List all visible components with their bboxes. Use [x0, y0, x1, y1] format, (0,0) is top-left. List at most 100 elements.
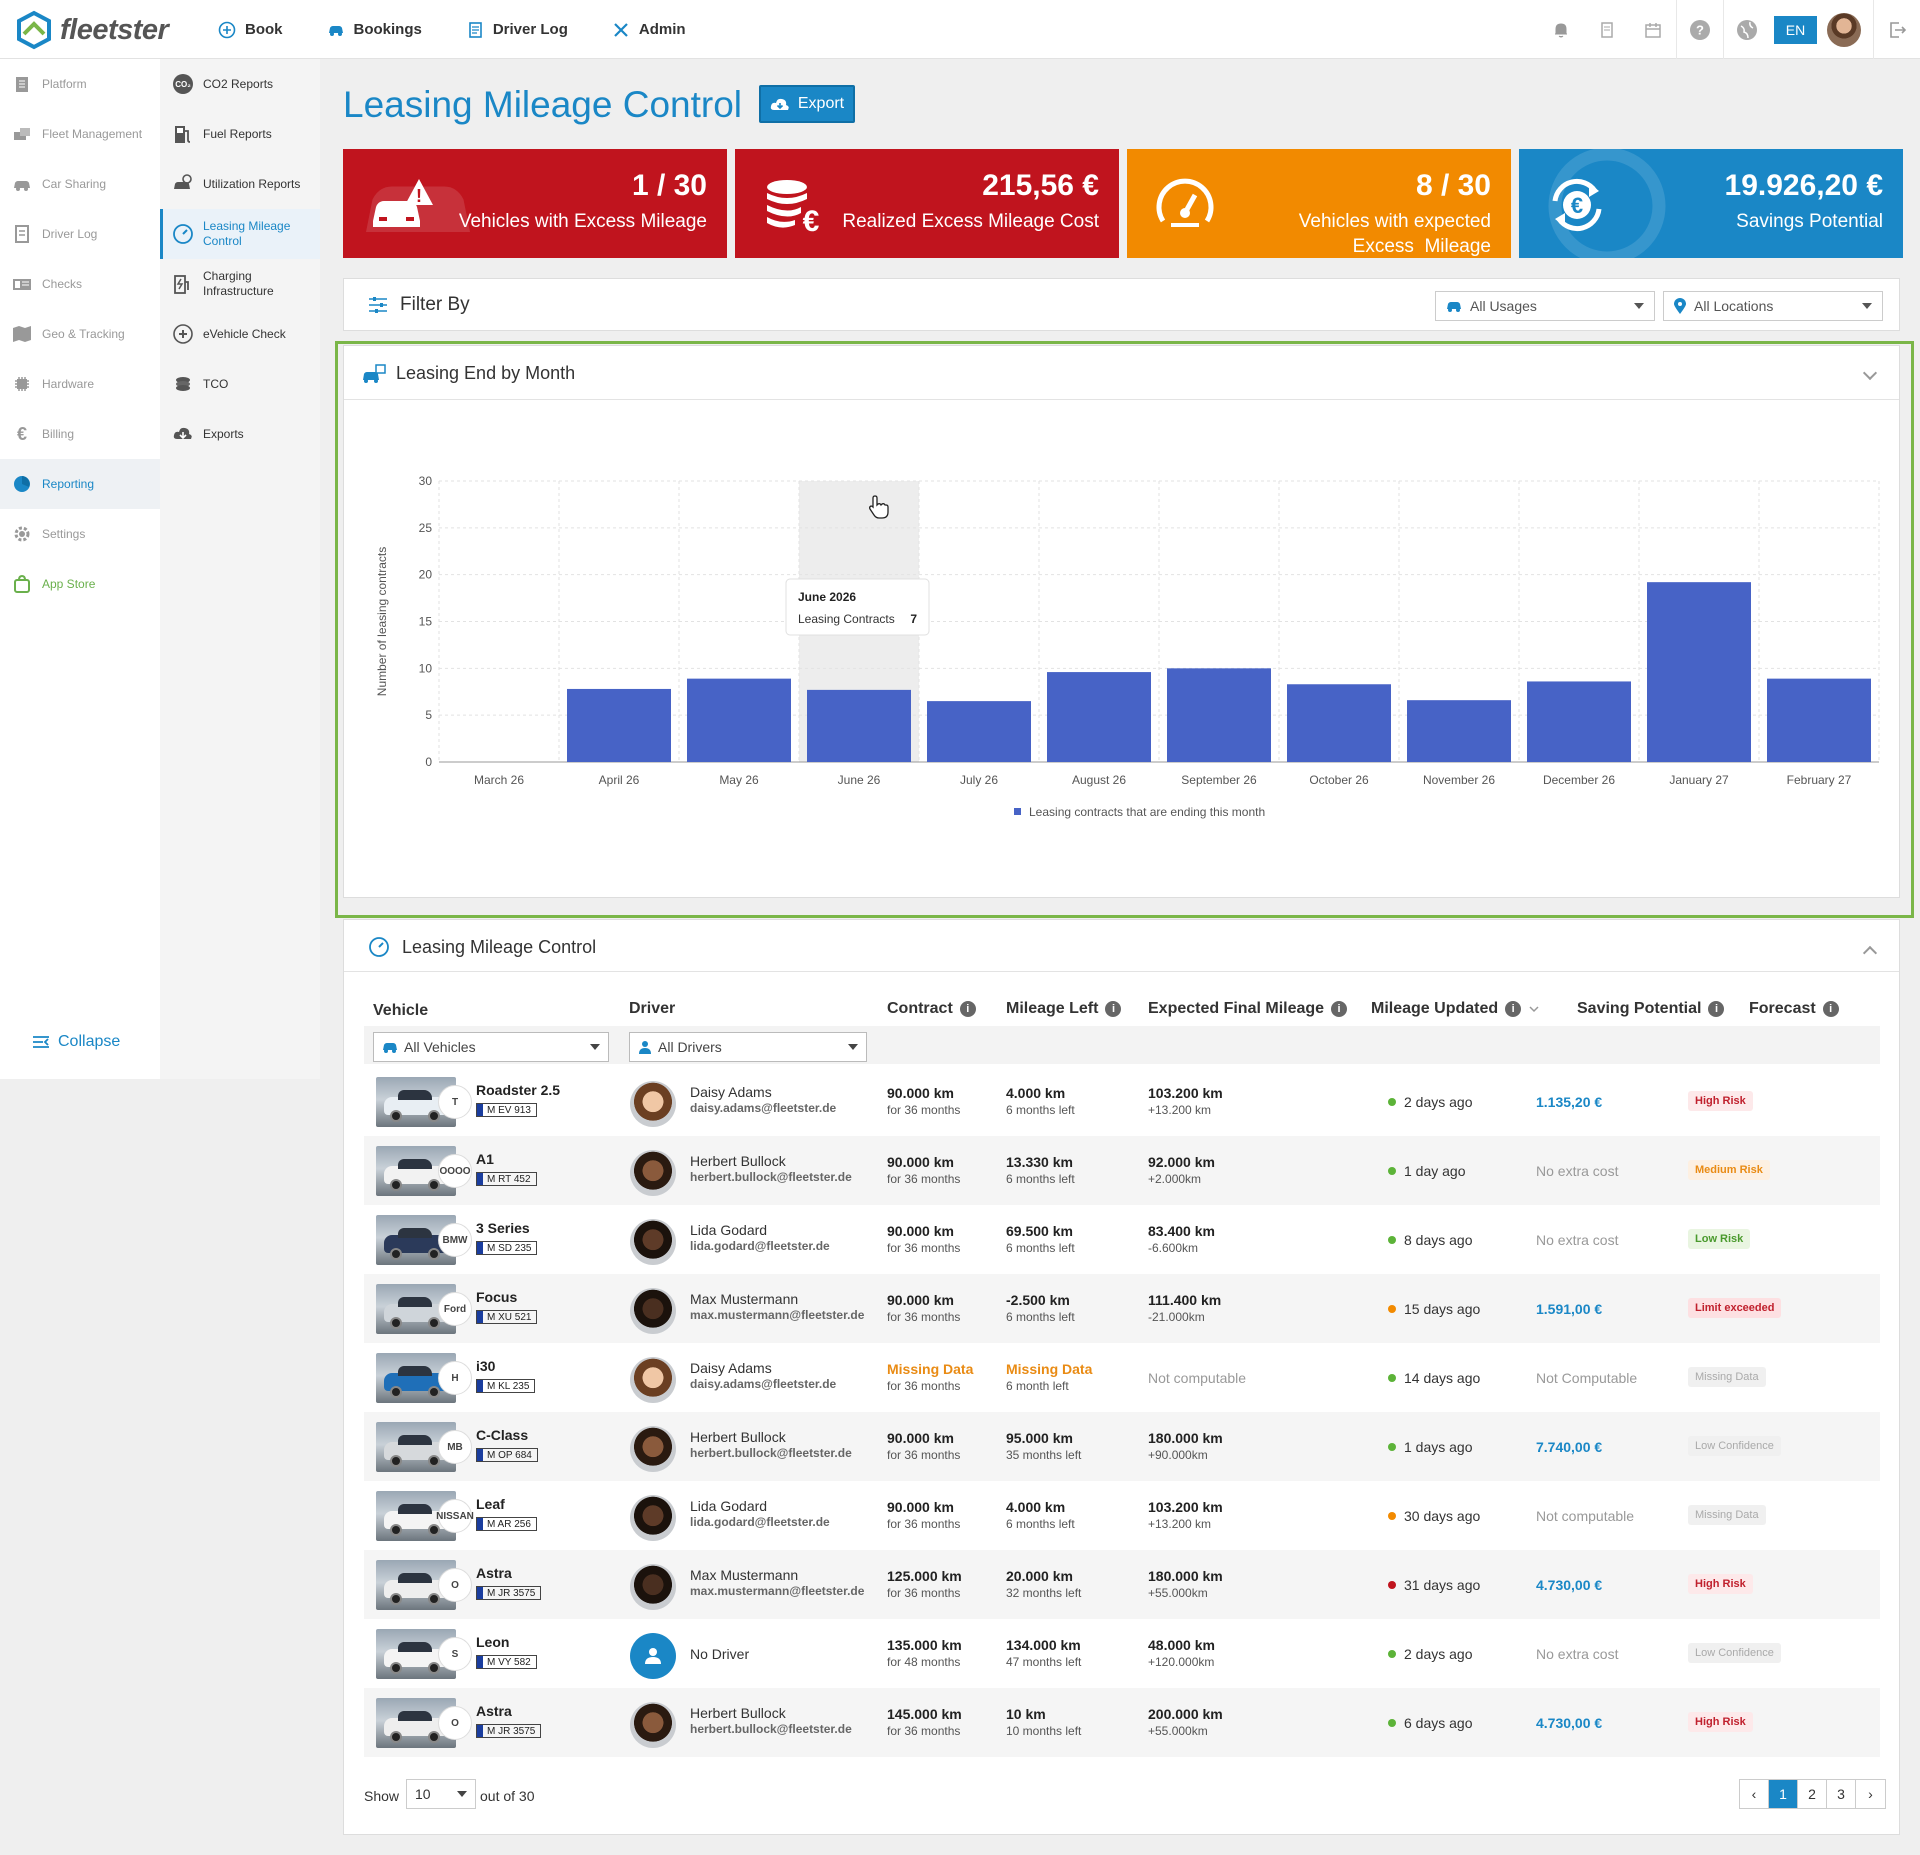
driver-name[interactable]: Max Mustermann: [690, 1567, 799, 1583]
export-button[interactable]: Export: [759, 85, 855, 123]
sidebar-item-reporting[interactable]: Reporting: [0, 459, 160, 509]
bar[interactable]: [927, 701, 1031, 762]
vehicle-name[interactable]: C-Class: [476, 1427, 529, 1443]
prev-page-button[interactable]: ‹: [1740, 1780, 1769, 1808]
sub-item-exports[interactable]: Exports: [160, 409, 320, 459]
sidebar-item-hardware[interactable]: Hardware: [0, 359, 160, 409]
sidebar-item-driver-log[interactable]: Driver Log: [0, 209, 160, 259]
usages-dropdown[interactable]: All Usages: [1435, 291, 1655, 321]
column-header-mileage-left[interactable]: Mileage Left i: [1006, 1000, 1122, 1018]
documents-button[interactable]: [1584, 0, 1630, 59]
info-icon[interactable]: i: [1331, 1001, 1348, 1017]
page-size-dropdown[interactable]: 10: [406, 1779, 476, 1809]
driver-name[interactable]: Herbert Bullock: [690, 1153, 786, 1169]
sub-item-utilization-reports[interactable]: Utilization Reports: [160, 159, 320, 209]
bar[interactable]: [1767, 678, 1871, 762]
info-icon[interactable]: i: [1822, 1001, 1839, 1017]
collapse-button[interactable]: Collapse: [32, 1033, 120, 1051]
column-header-contract[interactable]: Contract i: [887, 1000, 976, 1018]
info-icon[interactable]: i: [1505, 1001, 1522, 1017]
fleetster-logo[interactable]: fleetster: [14, 10, 169, 50]
locations-dropdown[interactable]: All Locations: [1663, 291, 1883, 321]
table-row[interactable]: O Astra M JR 3575 Herbert Bullock herbert…: [364, 1688, 1880, 1757]
page-button-3[interactable]: 3: [1827, 1780, 1856, 1808]
vehicle-name[interactable]: 3 Series: [476, 1220, 530, 1236]
table-row[interactable]: T Roadster 2.5 M EV 913 Daisy Adams daisy…: [364, 1067, 1880, 1136]
vehicles-filter-dropdown[interactable]: All Vehicles: [373, 1032, 609, 1062]
nav-admin[interactable]: Admin: [612, 21, 686, 39]
vehicle-name[interactable]: Astra: [476, 1703, 512, 1719]
sidebar-item-checks[interactable]: Checks: [0, 259, 160, 309]
page-button-1[interactable]: 1: [1769, 1780, 1798, 1808]
column-header-expected-final-mileage[interactable]: Expected Final Mileage i: [1148, 1000, 1348, 1018]
driver-name[interactable]: Daisy Adams: [690, 1360, 772, 1376]
nav-driver-log[interactable]: Driver Log: [466, 21, 568, 39]
sidebar-item-geo-tracking[interactable]: Geo & Tracking: [0, 309, 160, 359]
column-header-saving-potential[interactable]: Saving Potential i: [1577, 1000, 1725, 1018]
column-header-mileage-updated[interactable]: Mileage Updated i: [1371, 1000, 1540, 1018]
driver-name[interactable]: Herbert Bullock: [690, 1705, 786, 1721]
table-row[interactable]: BMW 3 Series M SD 235 Lida Godard lida.go…: [364, 1205, 1880, 1274]
vehicle-name[interactable]: Roadster 2.5: [476, 1082, 561, 1098]
sidebar-item-car-sharing[interactable]: Car Sharing: [0, 159, 160, 209]
bar[interactable]: [687, 678, 791, 762]
page-button-2[interactable]: 2: [1798, 1780, 1827, 1808]
info-icon[interactable]: i: [1708, 1001, 1725, 1017]
info-icon[interactable]: i: [959, 1001, 976, 1017]
bar[interactable]: [1407, 700, 1511, 762]
vehicle-name[interactable]: A1: [476, 1151, 494, 1167]
nav-bookings[interactable]: Bookings: [327, 21, 422, 39]
sidebar-item-fleet-management[interactable]: Fleet Management: [0, 109, 160, 159]
bar[interactable]: [1287, 684, 1391, 762]
driver-name[interactable]: Lida Godard: [690, 1498, 768, 1514]
sidebar-item-platform[interactable]: Platform: [0, 59, 160, 109]
column-header-vehicle[interactable]: Vehicle: [373, 1002, 428, 1020]
driver-name[interactable]: Herbert Bullock: [690, 1429, 786, 1445]
sidebar-item-billing[interactable]: € Billing: [0, 409, 160, 459]
table-card-header[interactable]: Leasing Mileage Control: [344, 920, 1899, 972]
vehicle-name[interactable]: Leon: [476, 1634, 510, 1650]
sidebar-item-app-store[interactable]: App Store: [0, 559, 160, 609]
bar[interactable]: [1047, 672, 1151, 762]
info-icon[interactable]: i: [1105, 1001, 1122, 1017]
nav-book[interactable]: Book: [218, 21, 283, 39]
table-row[interactable]: O Astra M JR 3575 Max Mustermann max.must…: [364, 1550, 1880, 1619]
notifications-button[interactable]: [1538, 0, 1584, 59]
globe-button[interactable]: [1724, 0, 1770, 59]
vehicle-name[interactable]: Focus: [476, 1289, 518, 1305]
logout-button[interactable]: [1874, 0, 1920, 59]
table-row[interactable]: H i30 M KL 235 Daisy Adams daisy.adams@fl…: [364, 1343, 1880, 1412]
user-avatar[interactable]: [1827, 12, 1861, 47]
sort-chevron-icon[interactable]: [1528, 1005, 1540, 1013]
table-row[interactable]: MB C-Class M OP 684 Herbert Bullock herbe…: [364, 1412, 1880, 1481]
language-button[interactable]: EN: [1774, 15, 1817, 44]
table-row[interactable]: Ford Focus M XU 521 Max Mustermann max.mu…: [364, 1274, 1880, 1343]
driver-name[interactable]: Max Mustermann: [690, 1291, 799, 1307]
driver-name[interactable]: Daisy Adams: [690, 1084, 772, 1100]
drivers-filter-dropdown[interactable]: All Drivers: [629, 1032, 867, 1062]
legend-label[interactable]: Leasing contracts that are ending this m…: [1029, 805, 1265, 819]
vehicle-name[interactable]: Leaf: [476, 1496, 505, 1512]
table-row[interactable]: OOOO A1 M RT 452 Herbert Bullock herbert.…: [364, 1136, 1880, 1205]
sidebar-item-settings[interactable]: Settings: [0, 509, 160, 559]
chevron-up-icon[interactable]: [1862, 945, 1878, 961]
calendar-button[interactable]: [1630, 0, 1676, 59]
sub-item-tco[interactable]: TCO: [160, 359, 320, 409]
sub-item-evehicle-check[interactable]: eVehicle Check: [160, 309, 320, 359]
bar[interactable]: [1527, 681, 1631, 762]
bar[interactable]: [1647, 582, 1751, 762]
bar[interactable]: [807, 689, 911, 762]
sub-item-charging-infrastructure[interactable]: Charging Infrastructure: [160, 259, 320, 309]
chart-card-header[interactable]: Leasing End by Month: [344, 346, 1899, 400]
help-button[interactable]: ?: [1677, 0, 1723, 59]
vehicle-name[interactable]: i30: [476, 1358, 496, 1374]
table-row[interactable]: NISSAN Leaf M AR 256 Lida Godard lida.god…: [364, 1481, 1880, 1550]
column-header-driver[interactable]: Driver: [629, 1000, 675, 1018]
column-header-forecast[interactable]: Forecast i: [1749, 1000, 1839, 1018]
next-page-button[interactable]: ›: [1856, 1780, 1885, 1808]
table-row[interactable]: S Leon M VY 582 No Driver 135.000 km for…: [364, 1619, 1880, 1688]
sub-item-fuel-reports[interactable]: Fuel Reports: [160, 109, 320, 159]
driver-name[interactable]: Lida Godard: [690, 1222, 768, 1238]
bar[interactable]: [1167, 668, 1271, 762]
sub-item-leasing-mileage-control[interactable]: Leasing Mileage Control: [160, 209, 320, 259]
